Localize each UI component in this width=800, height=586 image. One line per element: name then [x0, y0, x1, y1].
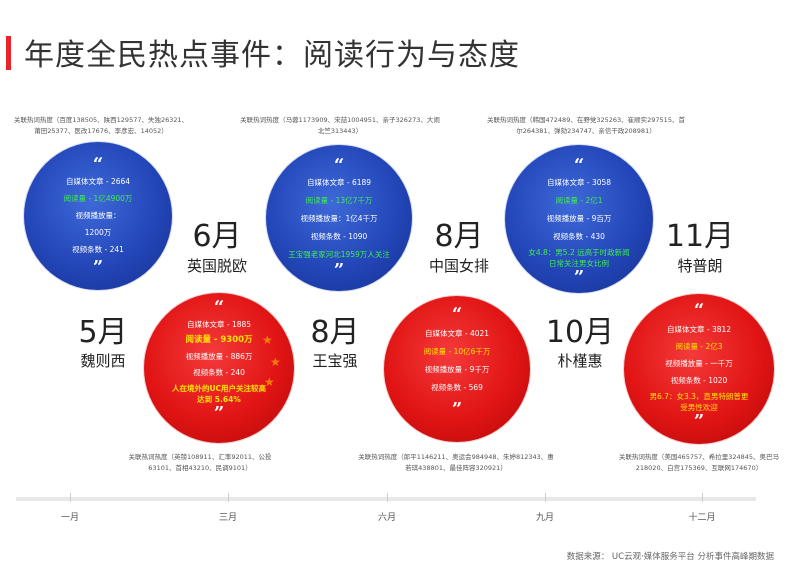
quote-close-icon: ”	[451, 399, 463, 420]
stat-video-views-label: 视频播放量：	[75, 211, 121, 220]
event-keywords: 关联热词热度（美国465757、希拉里324845、奥巴马218020、白宫17…	[618, 453, 780, 472]
event-circle-wangbaoqiang[interactable]: “ 自媒体文章 - 6189 阅读量 - 13亿7千万 视频播放量：1亿4千万 …	[266, 145, 412, 291]
event-circle-trump[interactable]: “ 自媒体文章 - 3812 阅读量 - 2亿3 视频播放量 - 一千万 视频条…	[624, 294, 774, 444]
quote-open-icon: “	[92, 154, 104, 175]
event-name: 中国女排	[428, 257, 489, 275]
quote-open-icon: “	[573, 155, 585, 176]
stat-video-count: 视频条数 - 569	[431, 383, 483, 392]
flag-star-icon: ★	[262, 333, 273, 347]
event-circle-brexit[interactable]: ★ ★ ★ “ 自媒体文章 - 1885 阅读量 - 9300万 视频播放量 -…	[144, 293, 294, 443]
event-month: 10月	[545, 315, 615, 350]
event-month: 8月	[310, 315, 360, 350]
axis-label-sep: 九月	[535, 513, 555, 523]
stat-reads: 阅读量 - 9300万	[185, 335, 253, 345]
stat-video-views: 1200万	[84, 228, 112, 237]
page-title: 年度全民热点事件：阅读行为与态度	[24, 38, 520, 73]
event-keywords: 关联热词热度（韩国472489、在野党325263、崔顺实297515、首尔26…	[487, 116, 685, 135]
stat-video-views: 视频播放量 - 一千万	[665, 359, 733, 368]
axis-tick	[387, 493, 388, 502]
event-name: 朴槿惠	[557, 352, 603, 370]
stat-articles: 自媒体文章 - 4021	[424, 329, 490, 338]
event-note: 人在境外的UC用户关注较高 达到 5.64%	[171, 384, 267, 404]
axis-label-jan: 一月	[60, 513, 80, 523]
axis-label-dec: 十二月	[688, 513, 716, 523]
stat-video-count: 视频条数 - 240	[193, 368, 245, 377]
axis-label-jun: 六月	[377, 513, 397, 523]
event-circle-weizexi[interactable]: “ 自媒体文章 - 2664 阅读量 - 1亿4900万 视频播放量： 1200…	[24, 142, 172, 290]
stat-articles: 自媒体文章 - 1885	[186, 320, 252, 329]
event-keywords: 关联热词热度（郎平1146211、奥运会984948、朱婷812343、惠若琪4…	[358, 453, 554, 472]
stat-articles: 自媒体文章 - 3058	[546, 178, 612, 187]
quote-open-icon: “	[693, 300, 705, 321]
axis-label-mar: 三月	[218, 513, 238, 523]
stat-reads: 阅读量 - 1亿4900万	[63, 194, 133, 203]
axis-tick	[702, 493, 703, 502]
flag-star-icon: ★	[264, 375, 275, 389]
flag-star-icon: ★	[270, 355, 281, 369]
event-name: 特普朗	[677, 257, 723, 275]
quote-close-icon: ”	[92, 257, 104, 278]
stat-video-count: 视频条数 - 430	[553, 232, 605, 241]
event-keywords: 关联热词热度（英镑108911、汇率92011、公投63101、首相43210、…	[128, 453, 272, 472]
event-name: 魏则西	[80, 352, 126, 370]
stat-video-views: 视频播放量 - 9百万	[546, 214, 612, 223]
data-source: 数据来源： UC云观·媒体服务平台 分析事件高峰期数据	[566, 552, 774, 562]
event-month: 5月	[78, 315, 128, 350]
stat-video-views: 视频播放量 - 9千万	[424, 365, 490, 374]
stat-video-views: 视频播放量：1亿4千万	[300, 214, 378, 223]
event-month: 11月	[665, 219, 735, 254]
axis-tick	[228, 493, 229, 502]
event-note: 男6.7：女3.3，直男特朗普更受男性欢迎	[649, 392, 749, 412]
quote-close-icon: ”	[693, 411, 705, 432]
event-circle-park-geunhye[interactable]: “ 自媒体文章 - 3058 阅读量 - 2亿1 视频播放量 - 9百万 视频条…	[505, 145, 653, 293]
event-month: 6月	[192, 219, 242, 254]
event-circle-women-volleyball[interactable]: “ 自媒体文章 - 4021 阅读量 - 10亿6千万 视频播放量 - 9千万 …	[384, 296, 530, 442]
stat-reads: 阅读量 - 10亿6千万	[423, 347, 491, 356]
stat-reads: 阅读量 - 2亿3	[675, 342, 723, 351]
axis-tick	[70, 493, 71, 502]
stat-articles: 自媒体文章 - 6189	[306, 178, 372, 187]
event-name: 英国脱欧	[186, 257, 247, 275]
event-note: 王宝强老家河北1959万人关注	[288, 250, 390, 259]
quote-open-icon: “	[213, 297, 225, 318]
event-month: 8月	[434, 219, 484, 254]
stat-video-views: 视频播放量 - 886万	[185, 352, 253, 361]
stat-articles: 自媒体文章 - 3812	[666, 325, 732, 334]
axis-tick	[545, 493, 546, 502]
event-keywords: 关联热词热度（百度138505、陕西129577、失独26321、莆田25377…	[13, 116, 189, 135]
event-keywords: 关联热词热度（马蓉1173909、宋喆1004951、亲子326273、大闹北竺…	[240, 116, 440, 135]
stat-video-count: 视频条数 - 1020	[670, 376, 728, 385]
quote-close-icon: ”	[573, 267, 585, 288]
quote-open-icon: “	[451, 304, 463, 325]
stat-video-count: 视频条数 - 241	[72, 245, 124, 254]
quote-close-icon: ”	[213, 403, 225, 424]
quote-close-icon: ”	[333, 260, 345, 281]
quote-open-icon: “	[333, 155, 345, 176]
event-note: 女4.8：男5.2 远高于时政新闻日常关注男女比例	[528, 248, 630, 268]
timeline-axis	[16, 497, 756, 501]
stat-reads: 阅读量 - 13亿7千万	[305, 196, 373, 205]
stat-articles: 自媒体文章 - 2664	[65, 177, 131, 186]
stat-video-count: 视频条数 - 1090	[310, 232, 368, 241]
stat-reads: 阅读量 - 2亿1	[555, 196, 603, 205]
event-name: 王宝强	[312, 352, 358, 370]
title-accent-bar	[6, 36, 11, 70]
